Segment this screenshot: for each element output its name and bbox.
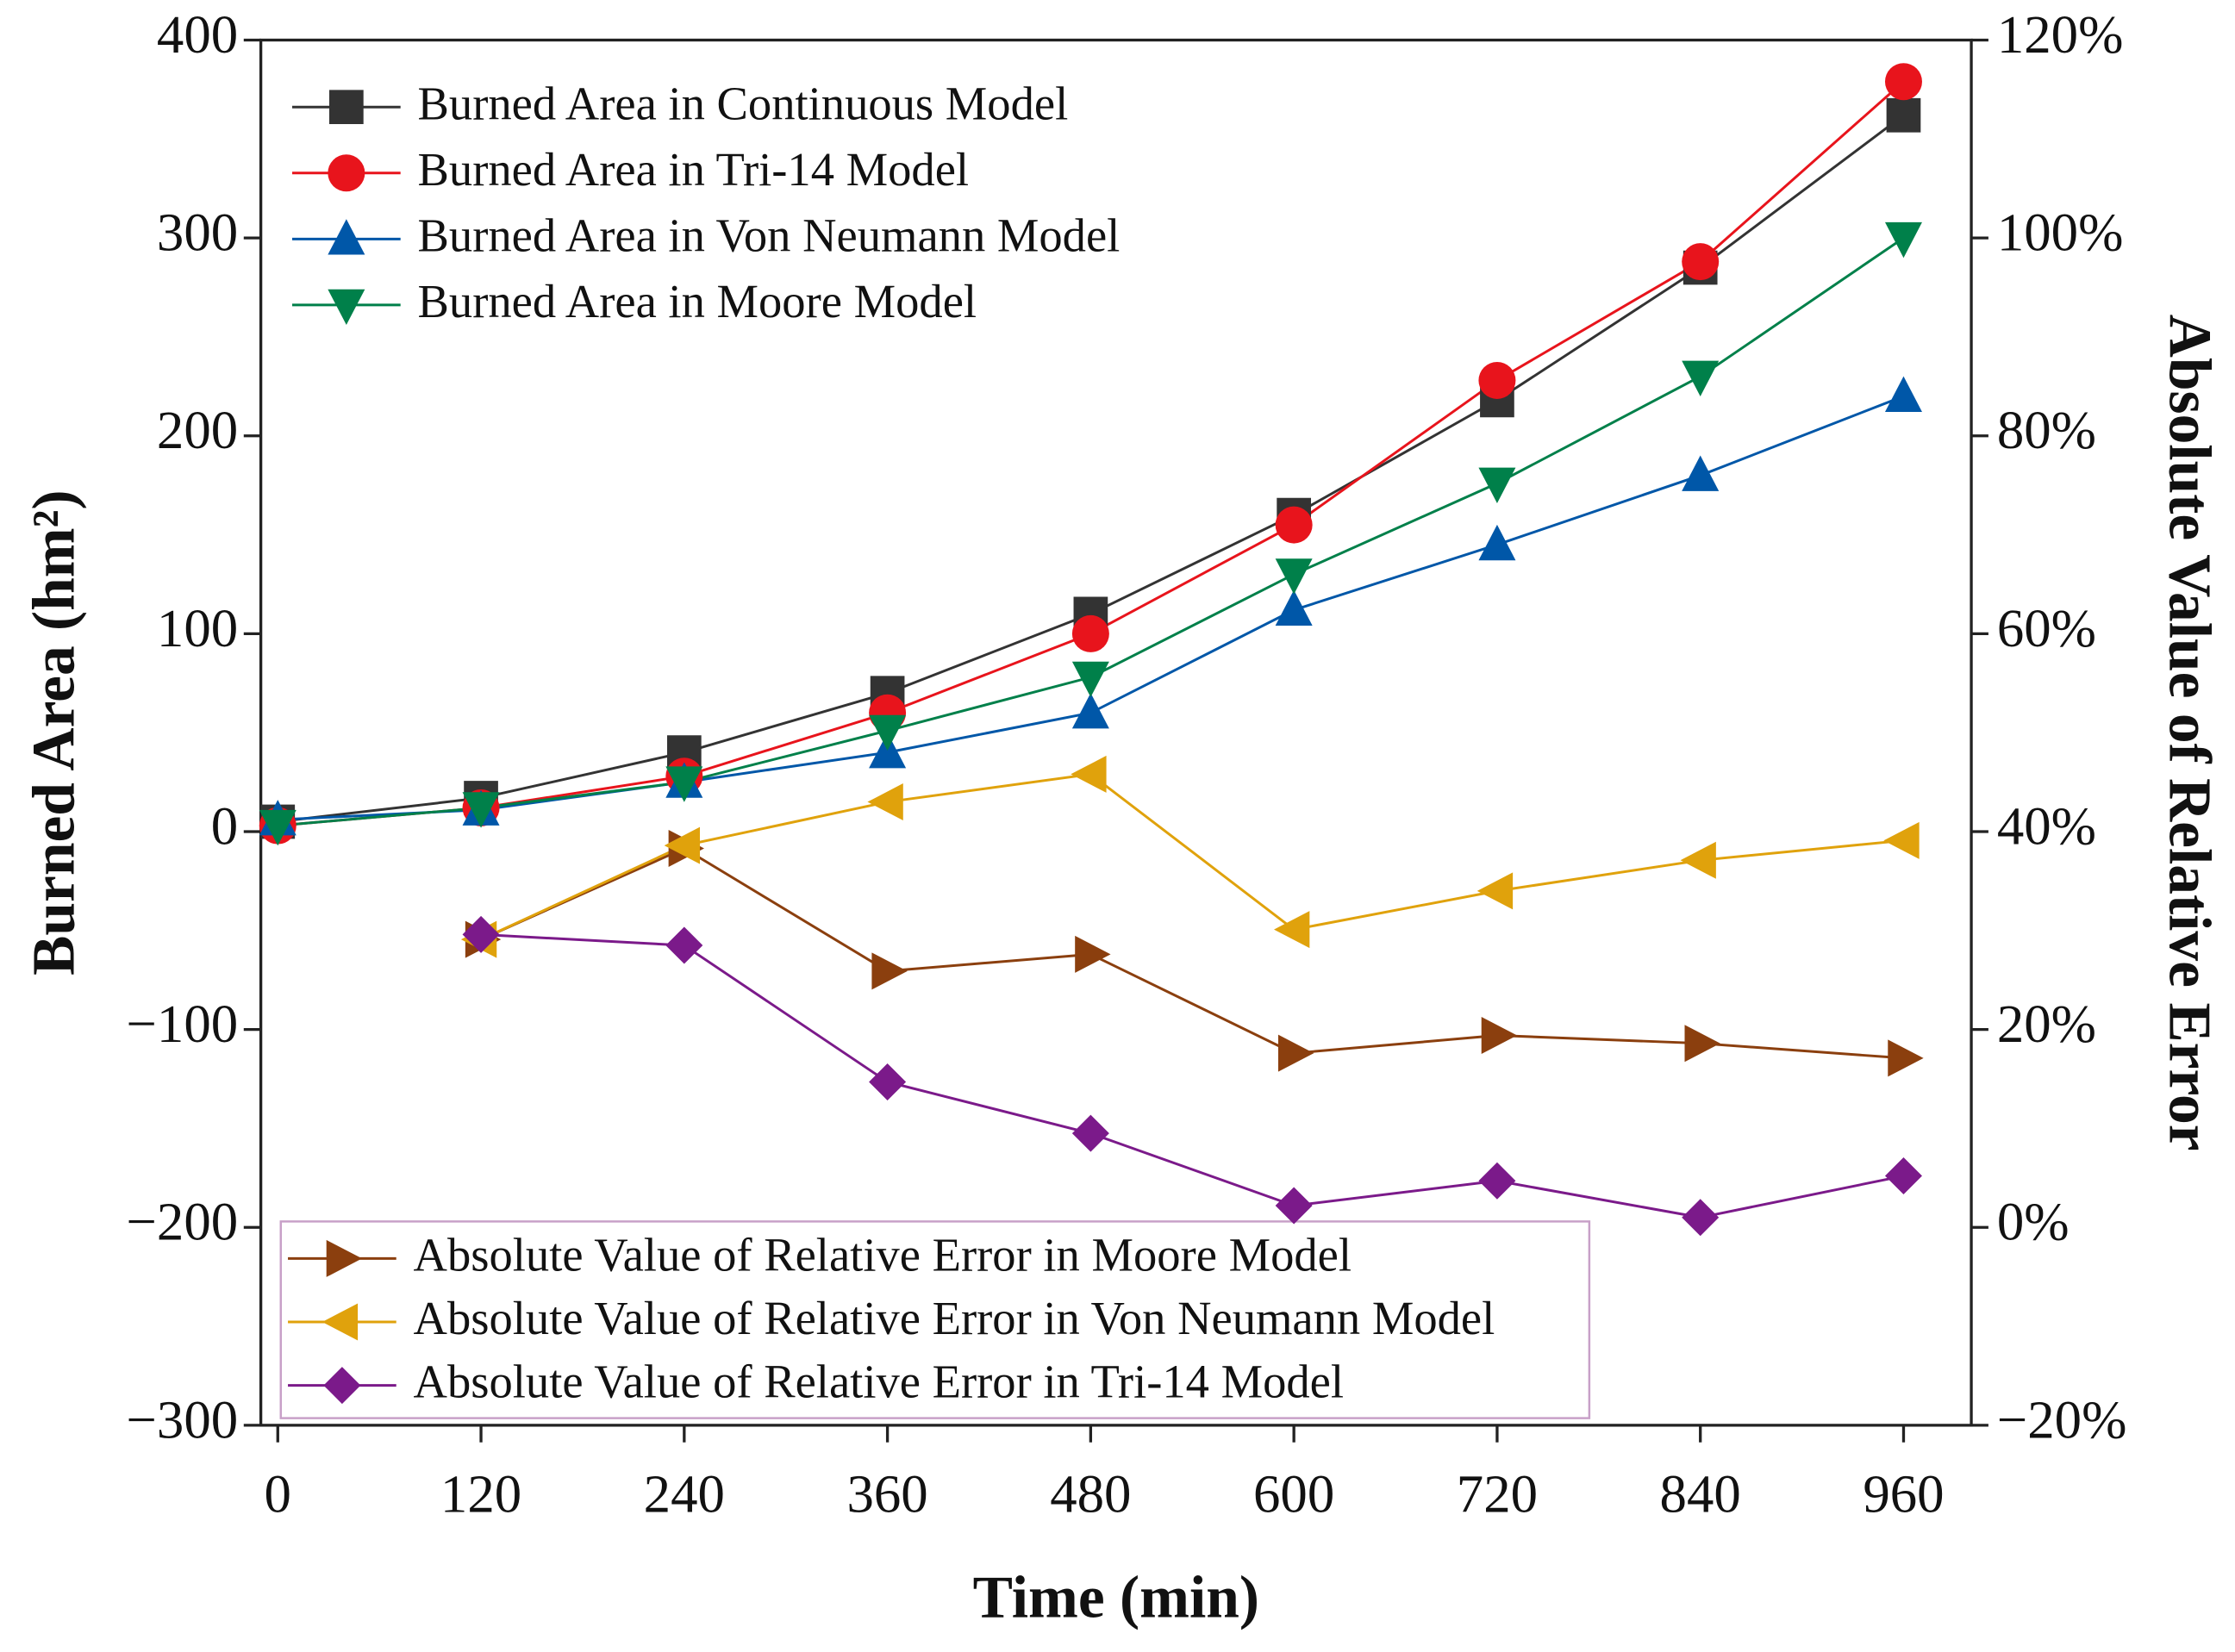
marker [1883, 821, 1920, 859]
marker [1275, 506, 1313, 544]
marker [1071, 755, 1107, 793]
x-tick-label: 240 [644, 1463, 725, 1524]
marker [1478, 467, 1516, 504]
marker [664, 826, 701, 864]
y-tick-label: 200 [157, 400, 238, 460]
marker [1682, 243, 1720, 281]
x-tick-label: 720 [1457, 1463, 1538, 1524]
x-tick-label: 0 [265, 1463, 291, 1524]
marker [1478, 1162, 1516, 1200]
marker [1886, 97, 1921, 133]
x-axis-title: Time (min) [973, 1565, 1259, 1631]
marker [1884, 221, 1922, 259]
legend-marker [322, 1303, 359, 1341]
y2-tick-label: −20% [1997, 1389, 2127, 1449]
y-axis-title: Burned Area (hm²) [21, 489, 87, 975]
y-tick-label: 100 [157, 598, 238, 658]
legend-label: Burned Area in Continuous Model [418, 77, 1069, 129]
series-line [480, 932, 1904, 1219]
x-tick-label: 120 [440, 1463, 521, 1524]
marker [1476, 872, 1514, 910]
y2-tick-label: 40% [1997, 795, 2096, 856]
marker [1478, 524, 1516, 561]
series-line [480, 846, 1904, 1060]
legend-label: Burned Area in Tri-14 Model [418, 143, 970, 196]
marker [869, 1063, 907, 1100]
marker [1071, 614, 1109, 652]
y-tick-label: 400 [157, 4, 238, 65]
legend-box [279, 1220, 1591, 1419]
y2-tick-label: 0% [1997, 1192, 2070, 1252]
y-tick-label: 300 [157, 203, 238, 263]
marker [462, 792, 500, 828]
y2-tick-label: 120% [1997, 4, 2124, 65]
marker [259, 809, 297, 846]
marker [1277, 1034, 1314, 1072]
marker [1884, 1157, 1922, 1195]
y2-axis-title: Absolute Value of Relative Error [2157, 315, 2223, 1151]
legend-label: Absolute Value of Relative Error in Moor… [414, 1229, 1352, 1281]
series-line [480, 772, 1904, 941]
legend-label: Burned Area in Von Neumann Model [418, 209, 1121, 262]
marker [1478, 361, 1516, 399]
marker [1682, 1199, 1720, 1237]
marker [1682, 455, 1720, 491]
x-tick-label: 960 [1863, 1463, 1944, 1524]
y2-tick-label: 100% [1997, 203, 2124, 263]
legend-marker [329, 90, 364, 125]
y-tick-label: −200 [126, 1192, 238, 1252]
legend-marker [328, 154, 365, 192]
marker [1481, 1017, 1518, 1055]
marker [1275, 558, 1313, 595]
marker [1071, 661, 1109, 698]
marker [1071, 1114, 1109, 1152]
legend-label: Absolute Value of Relative Error in Von … [414, 1292, 1495, 1344]
legend-label: Absolute Value of Relative Error in Tri-… [414, 1356, 1345, 1408]
x-tick-label: 360 [846, 1463, 927, 1524]
plot-frame [259, 38, 1973, 1427]
marker [665, 926, 703, 964]
marker [869, 714, 907, 751]
x-tick-label: 600 [1253, 1463, 1334, 1524]
y-tick-label: 0 [211, 795, 238, 856]
y-tick-label: −300 [126, 1389, 238, 1449]
marker [1071, 693, 1109, 729]
marker [1273, 911, 1310, 949]
legend-marker [328, 289, 365, 326]
y-tick-label: −100 [126, 994, 238, 1054]
marker [1682, 360, 1720, 397]
legend-label: Burned Area in Moore Model [418, 275, 977, 327]
marker [665, 766, 703, 802]
legend-marker [326, 1239, 363, 1277]
marker [1075, 935, 1111, 973]
marker [1884, 376, 1922, 413]
marker [1884, 63, 1922, 101]
x-tick-label: 840 [1660, 1463, 1741, 1524]
marker [1680, 841, 1716, 879]
y2-tick-label: 80% [1997, 400, 2096, 460]
y2-tick-label: 20% [1997, 994, 2096, 1054]
legend-marker [323, 1367, 361, 1405]
legend-marker [328, 219, 365, 255]
marker [1275, 1187, 1313, 1225]
marker [1684, 1025, 1720, 1063]
marker [867, 783, 903, 821]
y2-tick-label: 60% [1997, 598, 2096, 658]
x-tick-label: 480 [1050, 1463, 1131, 1524]
marker [1888, 1039, 1924, 1077]
marker [871, 952, 908, 990]
marker [1275, 589, 1313, 627]
